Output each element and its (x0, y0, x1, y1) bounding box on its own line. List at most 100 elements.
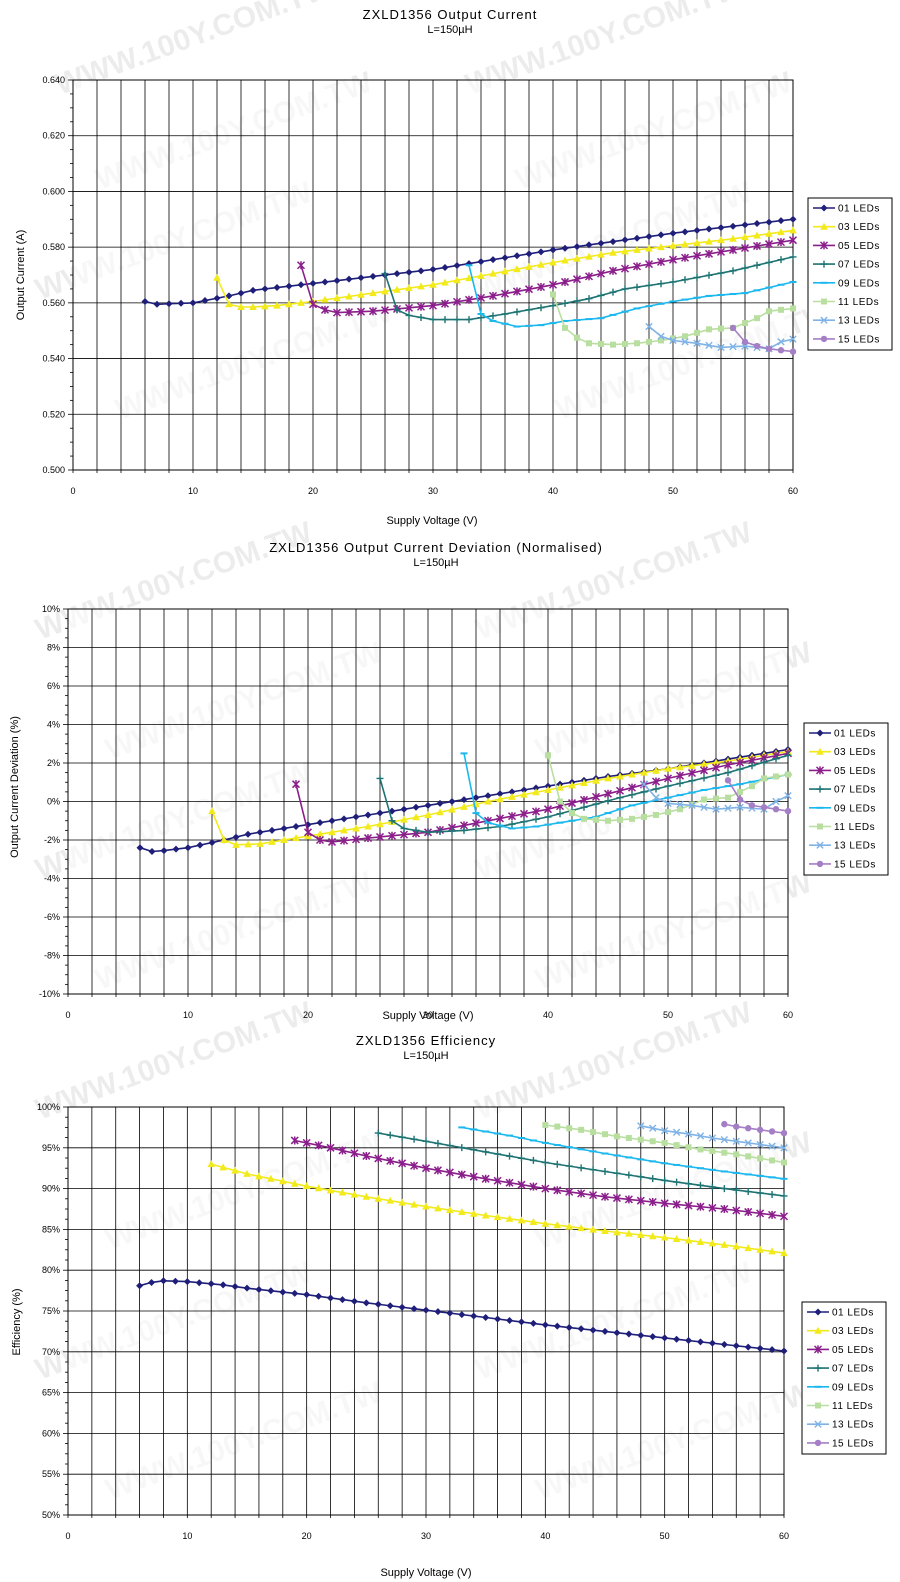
data-point (405, 311, 413, 319)
data-point (673, 1178, 681, 1186)
legend-label: 05 LEDs (832, 1345, 874, 1356)
data-point (148, 848, 156, 856)
x-tick-label: 60 (779, 1531, 789, 1541)
data-point (724, 769, 732, 777)
data-point (744, 1188, 752, 1196)
data-point (682, 333, 688, 340)
x-axis-label: Supply Voltage (V) (382, 1010, 473, 1022)
data-point (657, 280, 665, 288)
data-point (629, 815, 635, 822)
legend-item: 03 LEDs (809, 747, 875, 758)
data-point (729, 343, 737, 351)
data-point (549, 302, 557, 310)
data-point (705, 271, 713, 279)
legend-label: 15 LEDs (838, 334, 880, 345)
data-point (292, 823, 300, 831)
data-point (508, 792, 516, 800)
data-point (153, 300, 161, 308)
data-point (495, 814, 505, 823)
chart-title: ZXLD1356 Output Current Deviation (Norma… (269, 540, 603, 555)
legend-label: 07 LEDs (834, 785, 876, 796)
data-point (285, 282, 293, 290)
data-point (280, 824, 288, 832)
data-point (446, 1142, 454, 1150)
data-point (532, 784, 540, 792)
data-point (589, 1225, 597, 1233)
data-point (789, 348, 797, 355)
data-point (501, 267, 509, 275)
data-point (429, 265, 437, 273)
data-point (688, 777, 696, 785)
data-point (620, 264, 630, 273)
x-tick-label: 30 (423, 1010, 433, 1020)
legend-label: 13 LEDs (838, 316, 880, 327)
data-point (297, 298, 305, 306)
y-tick-label: -6% (44, 912, 60, 922)
data-point (693, 339, 701, 347)
data-point (244, 840, 252, 848)
data-point (637, 1331, 645, 1339)
data-point (681, 228, 689, 236)
data-point (633, 234, 641, 242)
data-point (513, 252, 521, 260)
data-point (568, 781, 576, 789)
data-point (314, 1184, 323, 1192)
data-point (398, 1303, 406, 1311)
legend-marker (813, 1345, 823, 1354)
data-point (761, 775, 767, 782)
data-point (381, 270, 389, 278)
data-point (529, 1182, 538, 1191)
data-point (657, 243, 665, 251)
data-point (544, 813, 552, 821)
data-point (579, 795, 589, 804)
data-point (756, 1209, 765, 1218)
data-point (694, 329, 700, 336)
data-point (768, 1247, 776, 1255)
data-point (416, 302, 426, 311)
legend-marker (820, 316, 828, 324)
data-point (586, 340, 592, 347)
data-point (452, 297, 462, 306)
data-point (376, 809, 384, 817)
data-point (545, 752, 551, 759)
data-point (386, 1131, 394, 1139)
data-point (340, 826, 348, 834)
data-point (581, 815, 587, 822)
data-point (661, 1334, 669, 1342)
data-point (410, 1135, 418, 1143)
data-point (375, 832, 385, 841)
data-point (338, 1146, 347, 1155)
data-point (496, 790, 504, 798)
data-point (697, 1146, 704, 1153)
data-point (297, 281, 305, 289)
data-point (477, 314, 485, 322)
data-point (537, 304, 545, 312)
y-tick-label: 2% (47, 758, 60, 768)
data-point (721, 1149, 728, 1156)
data-point (302, 1182, 311, 1190)
data-point (664, 799, 672, 808)
series-03-leds (207, 1160, 788, 1257)
x-tick-label: 50 (668, 486, 678, 496)
series-07-leds (381, 253, 797, 324)
data-point (593, 816, 599, 823)
data-point (500, 289, 510, 298)
data-point (464, 295, 474, 304)
legend-marker (816, 729, 824, 737)
data-point (470, 1312, 478, 1320)
data-point (481, 1211, 490, 1219)
minor-ticks (63, 608, 789, 997)
data-point (513, 265, 521, 273)
legend-marker (821, 298, 827, 305)
data-point (296, 261, 306, 270)
data-point (784, 807, 792, 815)
data-point (613, 1133, 620, 1140)
data-point (410, 1200, 418, 1208)
data-point (321, 278, 329, 286)
data-point (404, 303, 414, 312)
data-point (687, 768, 697, 778)
data-point (720, 1340, 728, 1348)
data-point (735, 758, 745, 767)
legend-label: 15 LEDs (834, 859, 876, 870)
data-point (136, 844, 144, 852)
